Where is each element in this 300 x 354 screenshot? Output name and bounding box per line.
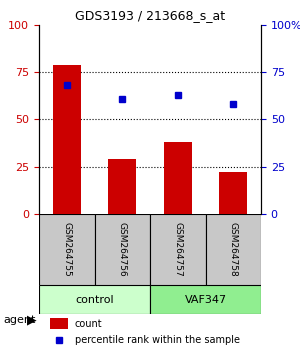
Text: GSM264756: GSM264756 — [118, 222, 127, 277]
Text: ▶: ▶ — [27, 314, 37, 327]
Text: control: control — [75, 295, 114, 305]
Title: GDS3193 / 213668_s_at: GDS3193 / 213668_s_at — [75, 9, 225, 22]
FancyBboxPatch shape — [39, 214, 94, 285]
Bar — [50, 318, 68, 329]
Text: GSM264757: GSM264757 — [173, 222, 182, 277]
Text: GSM264758: GSM264758 — [229, 222, 238, 277]
FancyBboxPatch shape — [94, 214, 150, 285]
Bar — [219, 172, 247, 214]
Text: GSM264755: GSM264755 — [62, 222, 71, 277]
FancyBboxPatch shape — [150, 214, 206, 285]
Bar — [164, 142, 192, 214]
FancyBboxPatch shape — [150, 285, 261, 314]
Bar — [53, 64, 81, 214]
Text: agent: agent — [3, 315, 35, 325]
Text: VAF347: VAF347 — [184, 295, 226, 305]
Text: count: count — [74, 319, 102, 329]
Bar — [108, 159, 136, 214]
FancyBboxPatch shape — [39, 285, 150, 314]
FancyBboxPatch shape — [206, 214, 261, 285]
Text: percentile rank within the sample: percentile rank within the sample — [74, 336, 239, 346]
